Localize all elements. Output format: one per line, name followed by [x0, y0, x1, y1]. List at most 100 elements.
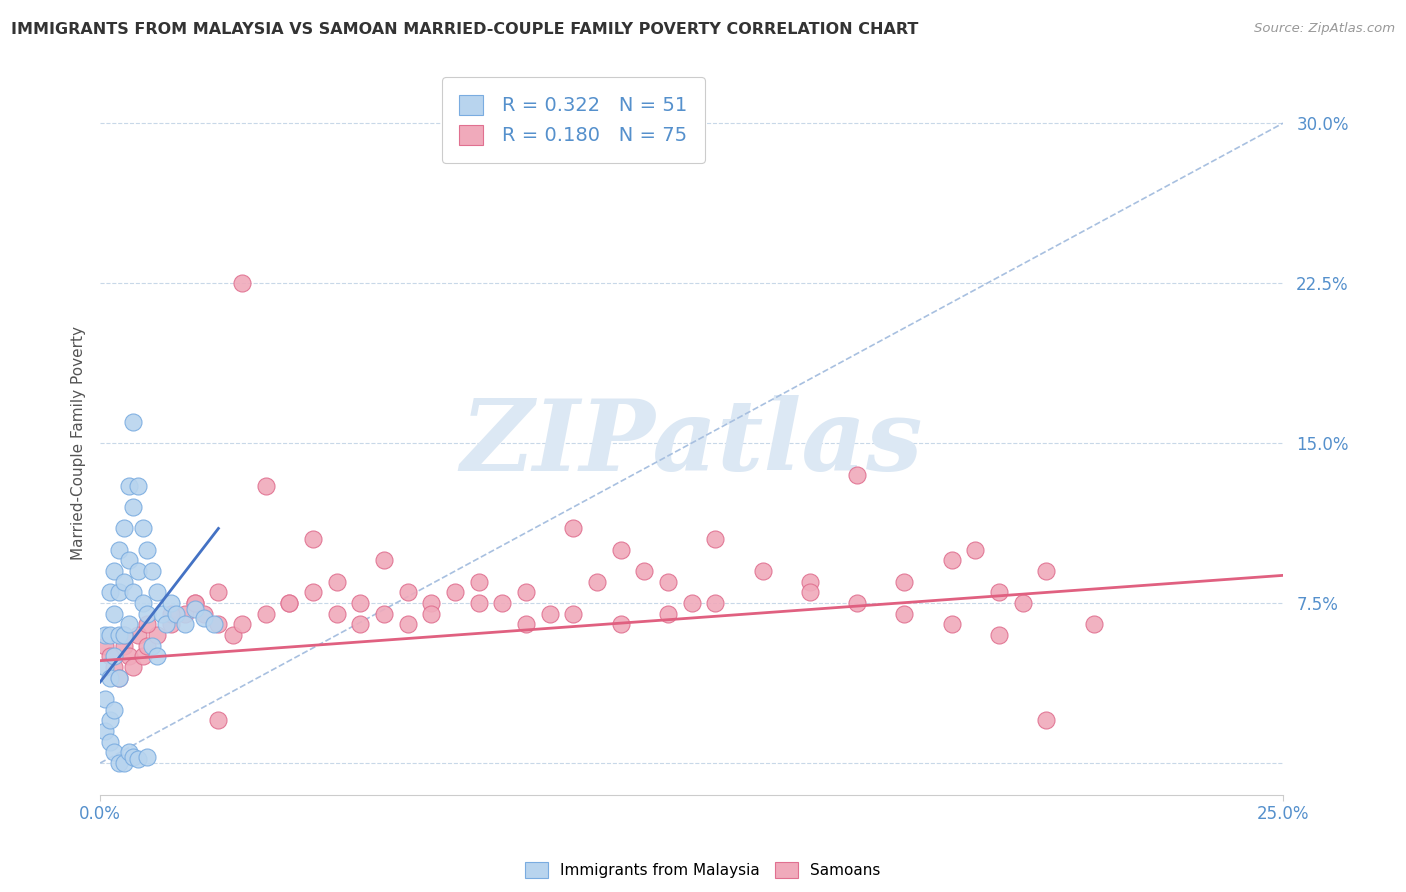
Point	[538, 607, 561, 621]
Point	[94, 724, 117, 739]
Point	[98, 585, 121, 599]
Point	[941, 553, 963, 567]
Point	[207, 585, 229, 599]
Point	[132, 649, 155, 664]
Point	[184, 596, 207, 610]
Point	[202, 617, 225, 632]
Point	[127, 564, 149, 578]
Text: Source: ZipAtlas.com: Source: ZipAtlas.com	[1254, 22, 1395, 36]
Point	[117, 617, 139, 632]
Point	[94, 628, 117, 642]
Point	[1083, 617, 1105, 632]
Point	[136, 639, 159, 653]
Point	[846, 468, 869, 483]
Point	[325, 574, 347, 589]
Point	[515, 585, 537, 599]
Point	[396, 585, 419, 599]
Point	[94, 639, 117, 653]
Point	[184, 596, 207, 610]
Point	[127, 752, 149, 766]
Point	[467, 596, 489, 610]
Point	[108, 756, 131, 770]
Point	[112, 756, 135, 770]
Point	[146, 649, 169, 664]
Point	[467, 574, 489, 589]
Point	[893, 574, 915, 589]
Point	[221, 628, 243, 642]
Point	[127, 628, 149, 642]
Point	[193, 607, 215, 621]
Point	[160, 607, 183, 621]
Y-axis label: Married-Couple Family Poverty: Married-Couple Family Poverty	[72, 326, 86, 560]
Point	[117, 746, 139, 760]
Point	[193, 611, 215, 625]
Point	[94, 660, 117, 674]
Point	[254, 607, 277, 621]
Point	[207, 714, 229, 728]
Point	[117, 479, 139, 493]
Point	[136, 749, 159, 764]
Legend: R = 0.322   N = 51, R = 0.180   N = 75: R = 0.322 N = 51, R = 0.180 N = 75	[441, 77, 704, 163]
Point	[941, 617, 963, 632]
Point	[98, 649, 121, 664]
Point	[98, 714, 121, 728]
Point	[609, 617, 631, 632]
Point	[103, 746, 125, 760]
Legend: Immigrants from Malaysia, Samoans: Immigrants from Malaysia, Samoans	[519, 856, 887, 884]
Point	[103, 703, 125, 717]
Point	[373, 553, 395, 567]
Point	[112, 628, 135, 642]
Point	[103, 660, 125, 674]
Point	[146, 585, 169, 599]
Point	[420, 607, 443, 621]
Point	[988, 628, 1011, 642]
Point	[160, 617, 183, 632]
Point	[657, 574, 679, 589]
Point	[965, 542, 987, 557]
Point	[893, 607, 915, 621]
Point	[112, 639, 135, 653]
Point	[278, 596, 301, 610]
Point	[586, 574, 609, 589]
Point	[136, 617, 159, 632]
Point	[562, 521, 585, 535]
Text: IMMIGRANTS FROM MALAYSIA VS SAMOAN MARRIED-COUPLE FAMILY POVERTY CORRELATION CHA: IMMIGRANTS FROM MALAYSIA VS SAMOAN MARRI…	[11, 22, 918, 37]
Point	[136, 607, 159, 621]
Text: ZIPatlas: ZIPatlas	[460, 395, 922, 491]
Point	[122, 660, 145, 674]
Point	[349, 596, 371, 610]
Point	[207, 617, 229, 632]
Point	[122, 585, 145, 599]
Point	[633, 564, 655, 578]
Point	[94, 692, 117, 706]
Point	[444, 585, 467, 599]
Point	[184, 602, 207, 616]
Point	[108, 585, 131, 599]
Point	[681, 596, 703, 610]
Point	[160, 596, 183, 610]
Point	[799, 574, 821, 589]
Point	[112, 521, 135, 535]
Point	[155, 617, 177, 632]
Point	[122, 415, 145, 429]
Point	[136, 542, 159, 557]
Point	[98, 671, 121, 685]
Point	[254, 479, 277, 493]
Point	[325, 607, 347, 621]
Point	[103, 607, 125, 621]
Point	[751, 564, 773, 578]
Point	[373, 607, 395, 621]
Point	[112, 628, 135, 642]
Point	[420, 596, 443, 610]
Point	[609, 542, 631, 557]
Point	[174, 617, 197, 632]
Point	[98, 735, 121, 749]
Point	[112, 574, 135, 589]
Point	[657, 607, 679, 621]
Point	[117, 649, 139, 664]
Point	[302, 532, 325, 546]
Point	[108, 671, 131, 685]
Point	[141, 564, 163, 578]
Point	[1035, 564, 1057, 578]
Point	[122, 749, 145, 764]
